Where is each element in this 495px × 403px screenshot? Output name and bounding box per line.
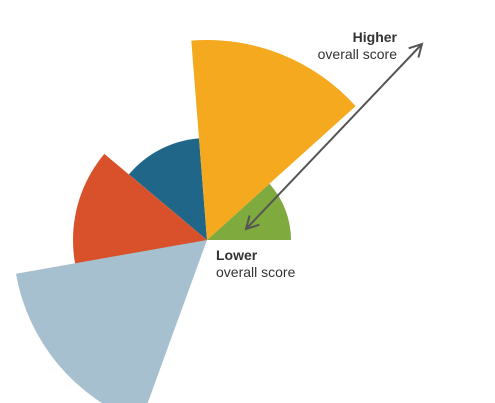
segments-group bbox=[15, 40, 356, 403]
light-blue-segment bbox=[15, 240, 207, 403]
higher-subtitle: overall score bbox=[317, 46, 397, 62]
blue-segment bbox=[128, 138, 207, 240]
arrow-head-lower bbox=[244, 215, 260, 231]
higher-title: Higher bbox=[352, 29, 397, 45]
score-arrow bbox=[244, 42, 424, 231]
higher-score-label: Higher overall score bbox=[318, 29, 397, 63]
yellow-segment bbox=[191, 40, 356, 241]
green-segment bbox=[207, 183, 291, 240]
arrow-head-higher bbox=[408, 42, 424, 58]
lower-subtitle: overall score bbox=[216, 264, 296, 280]
lower-score-label: Lower overall score bbox=[216, 247, 295, 281]
arrow-shaft bbox=[245, 43, 423, 230]
lower-title: Lower bbox=[216, 247, 258, 263]
